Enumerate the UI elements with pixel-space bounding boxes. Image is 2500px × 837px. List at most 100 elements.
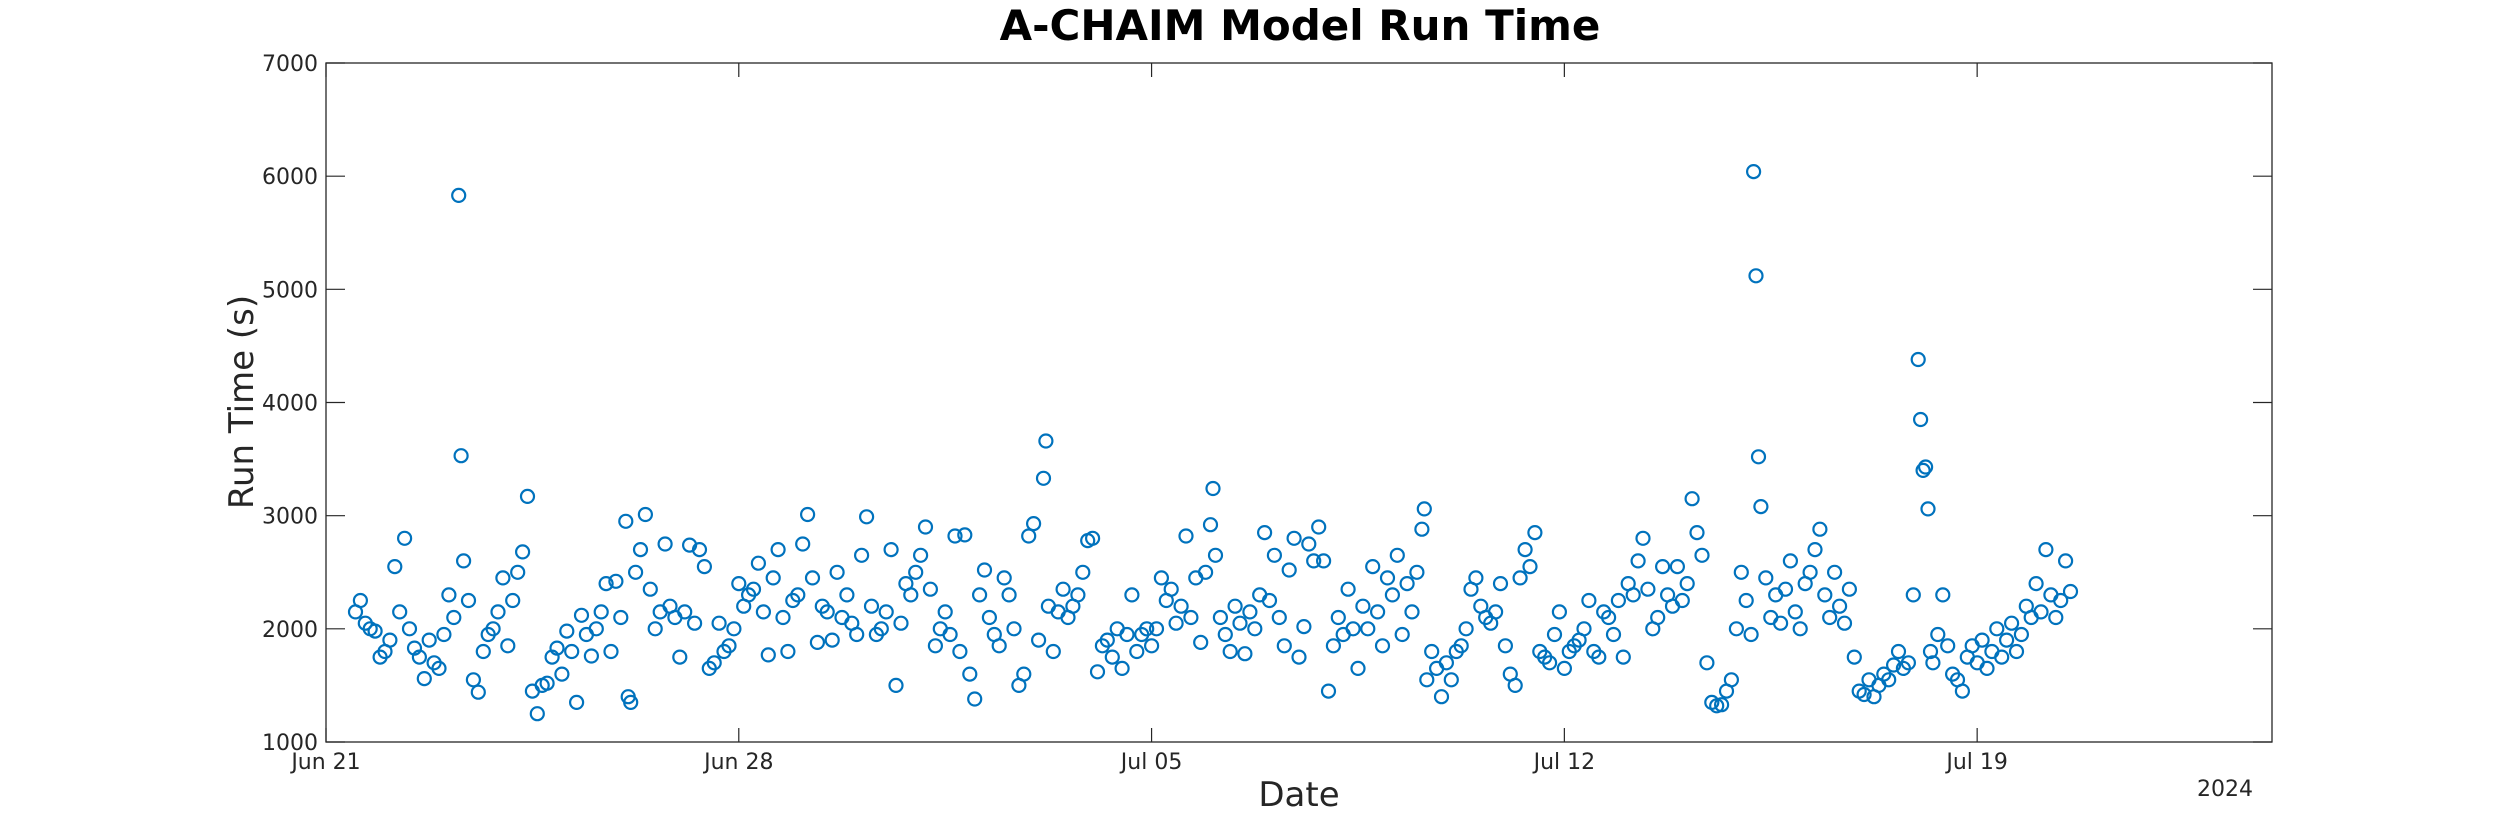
- data-point: [1414, 521, 1430, 537]
- data-point: [1541, 655, 1558, 671]
- data-point: [942, 626, 958, 643]
- data-point: [1237, 646, 1253, 662]
- data-point: [1782, 553, 1799, 569]
- data-point: [947, 528, 963, 544]
- data-point: [1050, 604, 1066, 620]
- data-point: [573, 607, 590, 623]
- data-point: [1389, 547, 1405, 563]
- data-point: [1089, 664, 1106, 680]
- data-point: [2028, 575, 2044, 592]
- data-point: [1630, 553, 1646, 569]
- data-point: [1694, 547, 1710, 563]
- data-point: [1104, 649, 1120, 665]
- data-point: [568, 694, 585, 711]
- data-point: [1517, 541, 1533, 558]
- data-point: [952, 643, 968, 660]
- y-tick-label: 5000: [262, 278, 318, 303]
- data-point: [1669, 558, 1686, 575]
- data-point: [976, 562, 993, 578]
- data-point: [1743, 626, 1759, 643]
- data-point: [1114, 660, 1130, 677]
- data-point: [691, 541, 708, 558]
- data-point: [1922, 643, 1939, 660]
- data-point: [991, 638, 1007, 654]
- data-point: [1600, 609, 1617, 626]
- data-point: [1286, 530, 1302, 546]
- data-point: [922, 581, 939, 597]
- data-point: [1055, 581, 1071, 597]
- data-point: [1084, 530, 1101, 546]
- data-point: [839, 587, 855, 603]
- data-point: [1119, 626, 1135, 643]
- data-point: [1777, 581, 1794, 597]
- data-point: [1384, 587, 1401, 603]
- data-point: [672, 649, 688, 665]
- x-tick-label: Jul 05: [1119, 750, 1183, 775]
- data-point: [1768, 587, 1784, 603]
- data-point: [1822, 609, 1838, 626]
- data-point: [500, 638, 516, 654]
- data-point: [1527, 524, 1543, 541]
- data-point: [1001, 587, 1017, 603]
- data-point: [652, 604, 668, 620]
- data-point: [1841, 581, 1858, 597]
- data-point: [421, 632, 437, 648]
- data-point: [529, 706, 545, 722]
- data-point: [804, 570, 821, 586]
- data-point: [1905, 587, 1921, 603]
- data-point: [1419, 672, 1435, 688]
- data-point: [1713, 697, 1730, 713]
- data-point: [1202, 517, 1219, 533]
- data-point: [967, 691, 983, 707]
- data-point: [1365, 558, 1381, 575]
- data-point: [1197, 564, 1214, 580]
- data-point: [1512, 570, 1528, 586]
- data-point: [1409, 564, 1425, 580]
- data-point: [1674, 592, 1690, 609]
- data-point: [1276, 638, 1292, 654]
- data-point: [367, 623, 383, 639]
- data-point: [1591, 649, 1607, 665]
- data-point: [1016, 666, 1032, 682]
- data-point: [1266, 547, 1283, 563]
- y-tick-label: 2000: [262, 618, 318, 643]
- data-point: [1075, 564, 1091, 580]
- data-point: [446, 609, 462, 626]
- data-point: [726, 621, 742, 637]
- data-point: [917, 519, 934, 535]
- data-point: [2008, 643, 2025, 660]
- data-point: [1787, 604, 1803, 620]
- data-point: [1340, 581, 1356, 597]
- data-point: [436, 626, 452, 643]
- data-point: [1129, 643, 1145, 660]
- data-point: [1522, 558, 1538, 575]
- data-point: [858, 509, 875, 525]
- data-point: [1205, 480, 1221, 497]
- data-point: [1247, 621, 1263, 637]
- x-axis-label: Date: [1258, 775, 1339, 815]
- y-axis-label: Run Time (s): [222, 295, 262, 509]
- data-point: [1355, 598, 1371, 614]
- data-point: [1399, 575, 1415, 592]
- data-point: [1885, 657, 1902, 673]
- data-point: [1428, 660, 1445, 677]
- data-point: [1492, 575, 1509, 592]
- data-point: [1021, 528, 1037, 544]
- data-point: [456, 553, 472, 569]
- data-point: [1148, 621, 1165, 637]
- data-point: [519, 488, 536, 504]
- data-point: [1920, 501, 1936, 517]
- data-point: [853, 547, 870, 563]
- data-point: [657, 536, 673, 552]
- data-point: [765, 570, 781, 586]
- data-point: [1728, 621, 1745, 637]
- data-point: [583, 648, 600, 664]
- data-point: [937, 604, 953, 620]
- data-point: [1733, 564, 1749, 580]
- x-tick-label: Jun 28: [702, 750, 773, 775]
- data-point: [2048, 609, 2064, 626]
- data-point: [1758, 570, 1774, 586]
- data-point: [613, 609, 629, 626]
